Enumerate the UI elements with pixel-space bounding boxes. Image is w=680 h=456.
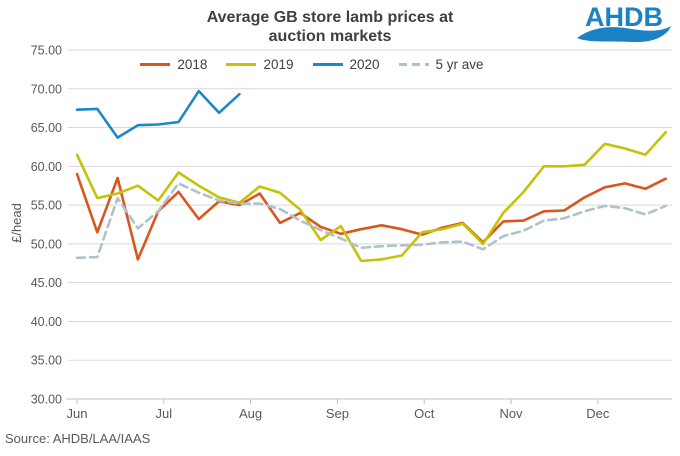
legend-swatch-icon — [312, 62, 343, 66]
y-tick-label: 45.00 — [31, 276, 62, 290]
ahdb-logo: AHDB — [577, 2, 671, 43]
legend-swatch-icon — [398, 62, 429, 66]
series-line-2020 — [75, 89, 241, 139]
y-tick-label: 40.00 — [31, 315, 62, 329]
legend-item-2020: 2020 — [312, 56, 380, 72]
series-line-2019 — [75, 130, 668, 263]
ahdb-logo-wave-icon — [577, 26, 671, 43]
ahdb-logo-text: AHDB — [585, 2, 663, 32]
chart-title-line2: auction markets — [268, 28, 392, 45]
x-tick-label: Jul — [155, 406, 172, 421]
chart-legend: 2018 2019 2020 5 yr ave — [92, 55, 532, 73]
x-tick-label: Nov — [499, 406, 523, 421]
x-tick-label: Jun — [67, 406, 88, 421]
legend-item-5-yr-ave: 5 yr ave — [398, 56, 484, 72]
x-tick-label: Oct — [414, 406, 435, 421]
y-tick-label: 35.00 — [31, 354, 62, 368]
x-tick-label: Dec — [586, 406, 610, 421]
x-tick-label: Aug — [239, 406, 262, 421]
legend-swatch-icon — [226, 62, 257, 66]
legend-label: 2019 — [263, 56, 294, 72]
y-tick-label: 55.00 — [31, 199, 62, 213]
chart-title: Average GB store lamb prices at auction … — [90, 8, 570, 46]
legend-label: 5 yr ave — [435, 56, 484, 72]
x-tick-label: Sep — [326, 406, 349, 421]
y-tick-label: 50.00 — [31, 237, 62, 251]
series-line-2018 — [75, 172, 668, 261]
chart-title-line1: Average GB store lamb prices at — [206, 9, 454, 26]
y-tick-label: 60.00 — [31, 160, 62, 174]
legend-swatch-icon — [140, 62, 171, 66]
legend-item-2019: 2019 — [226, 56, 294, 72]
legend-item-2018: 2018 — [140, 57, 207, 72]
source-note: Source: AHDB/LAA/IAAS — [5, 431, 151, 446]
y-tick-label: 65.00 — [31, 121, 62, 135]
y-tick-label: 75.00 — [31, 44, 62, 58]
y-tick-label: 30.00 — [31, 393, 62, 407]
legend-label: 2018 — [177, 56, 208, 72]
series-line-5-yr-ave — [75, 182, 668, 260]
y-tick-label: 70.00 — [31, 82, 62, 96]
legend-label: 2020 — [349, 56, 380, 72]
